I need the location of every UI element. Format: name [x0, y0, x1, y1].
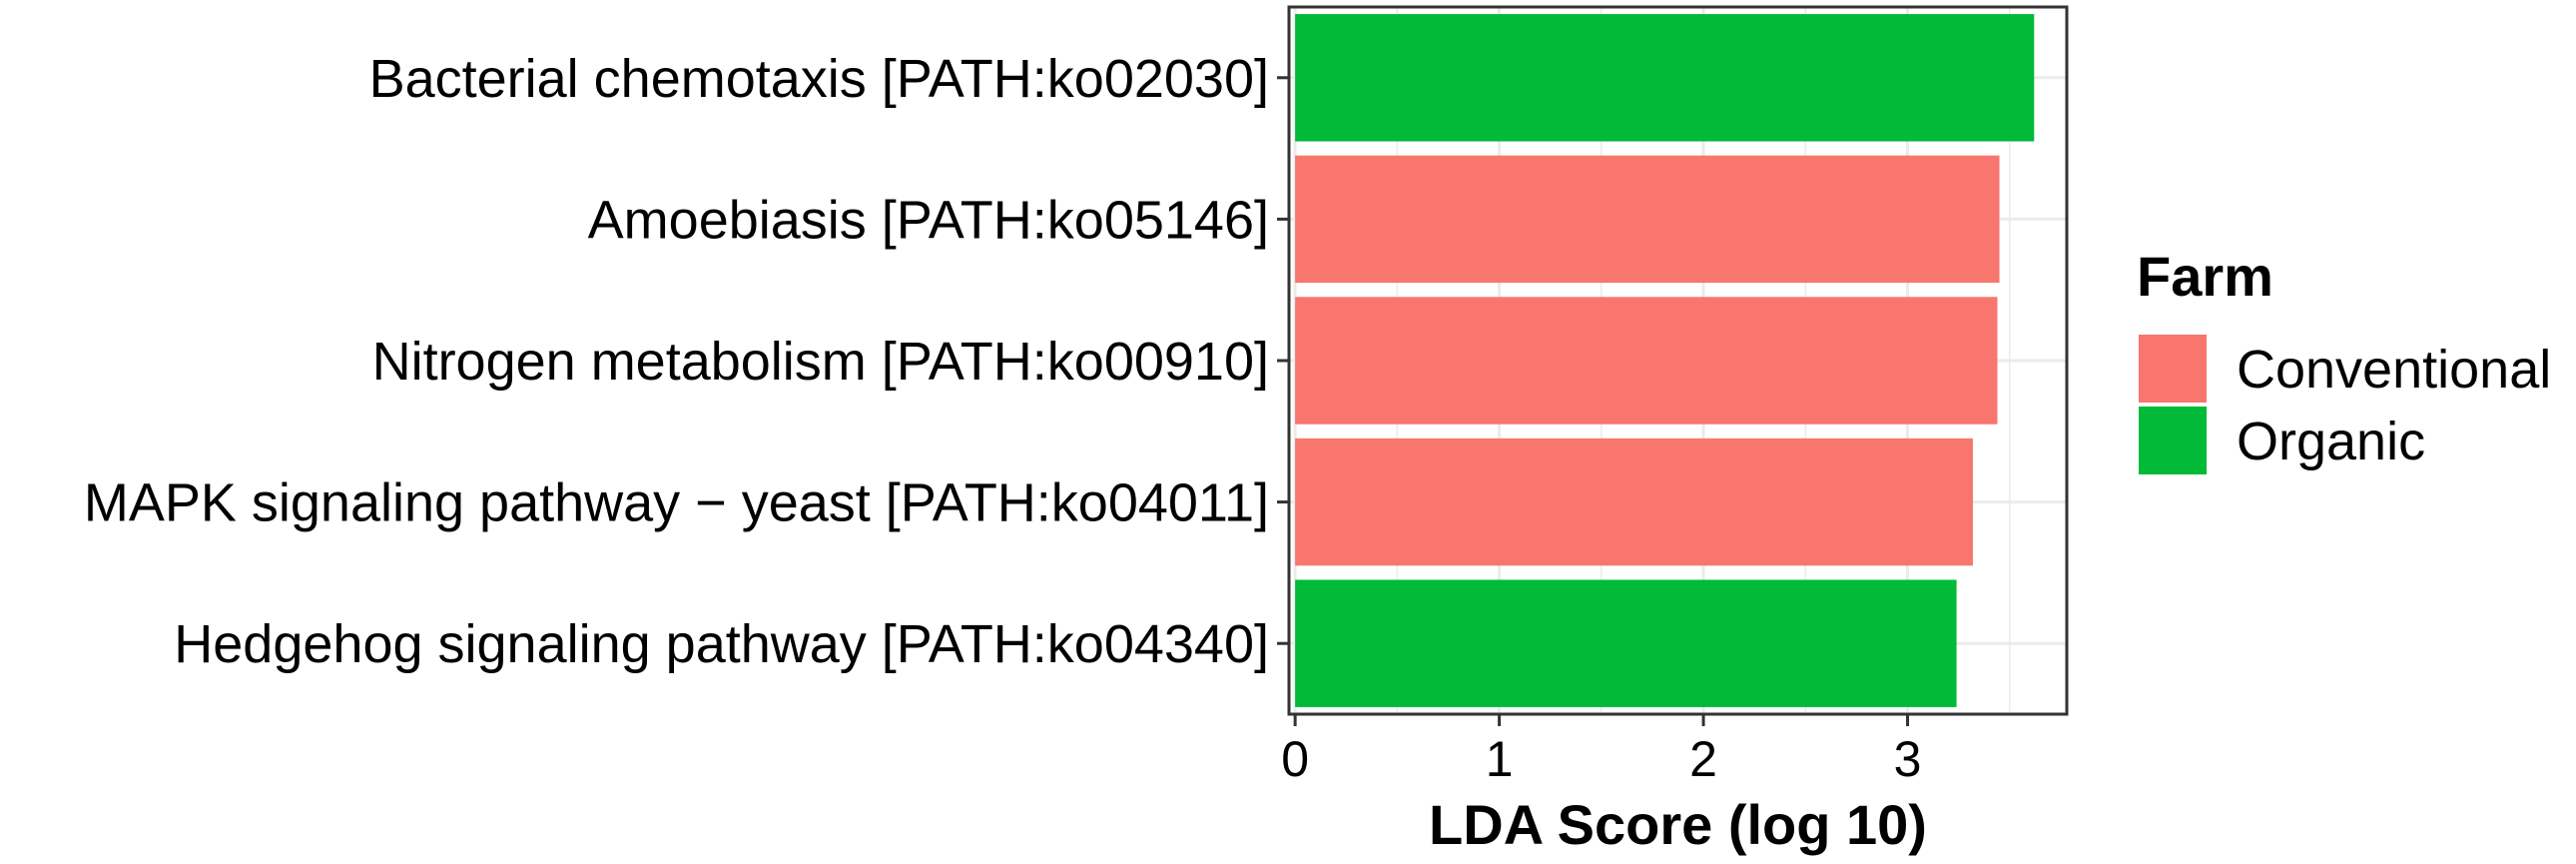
bar [1295, 297, 1998, 425]
x-tick-label: 1 [1486, 731, 1514, 787]
bar [1295, 155, 2000, 284]
category-label: MAPK signaling pathway − yeast [PATH:ko0… [84, 473, 1269, 533]
legend-label: Organic [2237, 412, 2425, 471]
bar [1295, 437, 1973, 566]
bars [1295, 14, 2035, 707]
category-label: Bacterial chemotaxis [PATH:ko02030] [369, 49, 1269, 109]
x-axis: 0 1 2 3 [1281, 714, 1921, 787]
x-tick-label: 0 [1281, 731, 1309, 787]
x-tick-label: 2 [1689, 731, 1717, 787]
category-label: Nitrogen metabolism [PATH:ko00910] [372, 332, 1269, 392]
bar [1295, 14, 2035, 142]
legend-swatch [2139, 407, 2207, 474]
category-label: Hedgehog signaling pathway [PATH:ko04340… [174, 614, 1269, 674]
legend-swatch [2139, 335, 2207, 403]
legend: Farm Conventional Organic [2137, 245, 2551, 474]
legend-label: Conventional [2237, 340, 2551, 400]
x-tick-label: 3 [1894, 731, 1922, 787]
bar [1295, 579, 1957, 707]
category-label: Amoebiasis [PATH:ko05146] [588, 190, 1269, 250]
y-axis: Bacterial chemotaxis [PATH:ko02030] Amoeb… [84, 49, 1289, 674]
x-axis-title: LDA Score (log 10) [1429, 793, 1927, 856]
legend-title: Farm [2137, 245, 2273, 308]
legend-items: Conventional Organic [2139, 335, 2551, 474]
